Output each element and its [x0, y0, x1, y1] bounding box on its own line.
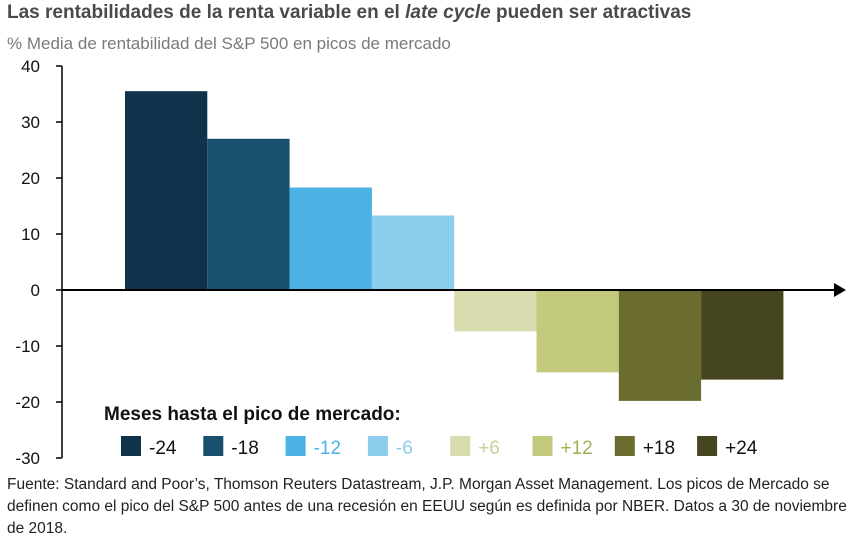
- legend-swatch-+24: [697, 436, 718, 456]
- y-tick-label: 10: [21, 225, 40, 244]
- legend-label-+12: +12: [561, 438, 593, 459]
- bar-+12: [536, 290, 619, 373]
- bar-+18: [618, 290, 702, 401]
- legend-swatch-+6: [450, 436, 471, 456]
- y-axis: 40 30 20 10 0 -10 -20 -30: [15, 57, 63, 468]
- y-tick-label: 30: [21, 113, 40, 132]
- legend-label-+18: +18: [643, 438, 675, 459]
- y-tick-label: 20: [21, 169, 40, 188]
- chart-title-part: pueden ser atractivas: [490, 2, 692, 23]
- legend-swatch-+12: [532, 436, 553, 456]
- chart-title-italic: late cycle: [405, 2, 491, 23]
- chart-title-part: Las rentabilidades de la renta variable …: [7, 2, 406, 23]
- chart-subtitle: % Media de rentabilidad del S&P 500 en p…: [7, 34, 451, 53]
- source-note: Fuente: Standard and Poor’s, Thomson Reu…: [7, 476, 847, 537]
- bar--18: [207, 138, 290, 290]
- legend-title: Meses hasta el pico de mercado:: [104, 404, 401, 425]
- legend-label--24: -24: [149, 438, 177, 459]
- legend-label-+24: +24: [725, 438, 758, 459]
- y-tick-label: -30: [15, 449, 40, 468]
- y-tick-label: -20: [15, 393, 40, 412]
- zero-baseline-arrow: [834, 283, 846, 297]
- legend-swatch--6: [367, 436, 388, 456]
- y-tick-label: 0: [31, 281, 40, 300]
- legend-swatch--24: [121, 436, 141, 456]
- bars: [125, 91, 784, 401]
- bar-+24: [701, 290, 784, 380]
- legend-label-+6: +6: [478, 438, 500, 459]
- legend-swatch--18: [203, 436, 224, 456]
- legend: -24 -18 -12 -6 +6 +12 +18 +24: [121, 436, 758, 459]
- bar-chart: 40 30 20 10 0 -10 -20 -30 Meses hasta el pico d…: [15, 57, 846, 468]
- bar--12: [289, 187, 372, 290]
- bar--24: [125, 91, 208, 290]
- bar-+6: [454, 290, 537, 332]
- legend-label--6: -6: [396, 438, 413, 459]
- chart-title: Las rentabilidades de la renta variable …: [7, 2, 691, 24]
- legend-label--18: -18: [231, 438, 258, 459]
- y-tick-label: -10: [15, 337, 40, 356]
- y-tick-label: 40: [21, 57, 40, 76]
- legend-label--12: -12: [314, 438, 341, 459]
- legend-swatch--12: [285, 436, 306, 456]
- bar--6: [371, 215, 455, 290]
- legend-swatch-+18: [614, 436, 635, 456]
